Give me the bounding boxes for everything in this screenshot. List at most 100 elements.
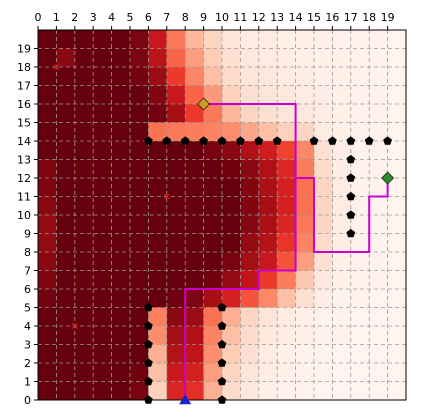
x-tick-label: 7 xyxy=(163,11,170,24)
heatmap-cell xyxy=(111,233,131,253)
heatmap-cells xyxy=(38,30,407,401)
heatmap-cell xyxy=(93,289,113,308)
heatmap-cell xyxy=(130,344,149,364)
x-tick-label: 0 xyxy=(35,11,42,24)
heatmap-cell xyxy=(130,48,149,68)
heatmap-cell xyxy=(240,85,260,105)
heatmap-cell xyxy=(387,233,407,253)
heatmap-cell xyxy=(148,67,168,86)
heatmap-cell xyxy=(166,104,186,123)
heatmap-cell xyxy=(240,30,260,49)
heatmap-cell xyxy=(295,289,315,308)
heatmap-cell xyxy=(203,122,223,142)
heatmap-cell xyxy=(130,67,149,86)
heatmap-cell xyxy=(111,381,131,401)
heatmap-cell xyxy=(148,196,168,216)
x-tick-label: 11 xyxy=(233,11,247,24)
heatmap-cell xyxy=(203,30,223,49)
heatmap-cell xyxy=(277,141,297,160)
heatmap-cell xyxy=(148,178,168,197)
heatmap-cell xyxy=(258,178,278,197)
heatmap-cell xyxy=(93,196,113,216)
heatmap-cell xyxy=(369,85,389,105)
heatmap-cell xyxy=(350,252,370,271)
heatmap-cell xyxy=(277,344,297,364)
heatmap-cell xyxy=(369,326,389,345)
heatmap-cell xyxy=(314,48,333,68)
heatmap-cell xyxy=(387,196,407,216)
heatmap-cell xyxy=(387,178,407,197)
y-tick-label: 3 xyxy=(24,339,31,352)
heatmap-cell xyxy=(258,141,278,160)
heatmap-cell xyxy=(111,122,131,142)
path-lines xyxy=(184,103,389,400)
heatmap-cell xyxy=(314,270,333,290)
heatmap-cell xyxy=(74,307,94,327)
heatmap-cell xyxy=(56,85,76,105)
heatmap-cell xyxy=(295,104,315,123)
heatmap-cell xyxy=(295,215,315,234)
heatmap-cell xyxy=(332,85,352,105)
heatmap-cell xyxy=(148,252,168,271)
heatmap-cell xyxy=(203,104,223,123)
heatmap-cell xyxy=(350,67,370,86)
heatmap-cell xyxy=(185,344,205,364)
heatmap-cell xyxy=(185,381,205,401)
obstacle-marker xyxy=(144,321,153,330)
heatmap-cell xyxy=(350,141,370,160)
heatmap-cell xyxy=(387,344,407,364)
heatmap-cell xyxy=(74,344,94,364)
heatmap-cell xyxy=(369,196,389,216)
heatmap-cell xyxy=(332,363,352,382)
y-tick-label: 0 xyxy=(24,394,31,407)
heatmap-cell xyxy=(111,215,131,234)
heatmap-cell xyxy=(38,67,57,86)
heatmap-cell xyxy=(222,178,241,197)
heatmap-cell xyxy=(93,85,113,105)
heatmap-cell xyxy=(74,30,94,49)
x-tick-label: 9 xyxy=(200,11,207,24)
heatmap-cell xyxy=(277,381,297,401)
obstacle-marker xyxy=(180,136,190,145)
path-line-main xyxy=(184,103,297,400)
heatmap-cell xyxy=(56,381,76,401)
heatmap-cell xyxy=(387,307,407,327)
heatmap-cell xyxy=(166,178,186,197)
heatmap-cell xyxy=(148,122,168,142)
heatmap-cell xyxy=(314,307,333,327)
heatmap-cell xyxy=(148,85,168,105)
heatmap-cell xyxy=(369,270,389,290)
heatmap-cell xyxy=(38,215,57,234)
heatmap-cell xyxy=(111,363,131,382)
heatmap-cell xyxy=(222,381,241,401)
heatmap-cell xyxy=(148,363,168,382)
heatmap-cell xyxy=(222,326,241,345)
heatmap-cell xyxy=(166,85,186,105)
heatmap-cell xyxy=(130,196,149,216)
heatmap-cell xyxy=(222,67,241,86)
heatmap-cell xyxy=(387,363,407,382)
obstacle-marker xyxy=(162,136,172,145)
heatmap-cell xyxy=(56,67,76,86)
heatmap-cell xyxy=(185,104,205,123)
heatmap-cell xyxy=(277,48,297,68)
heatmap-cell xyxy=(93,326,113,345)
heatmap-cell xyxy=(166,48,186,68)
heatmap-cell xyxy=(111,30,131,49)
heatmap-cell xyxy=(314,381,333,401)
heatmap-cell xyxy=(148,30,168,49)
heatmap-cell xyxy=(74,122,94,142)
heatmap-cell xyxy=(185,363,205,382)
heatmap-cell xyxy=(130,326,149,345)
heatmap-cell xyxy=(295,48,315,68)
heatmap-cell xyxy=(166,67,186,86)
y-tick-label: 1 xyxy=(24,376,31,389)
heatmap-cell xyxy=(387,122,407,142)
heatmap-cell xyxy=(56,289,76,308)
heatmap-cell xyxy=(93,122,113,142)
heatmap-cell xyxy=(240,344,260,364)
heatmap-cell xyxy=(240,326,260,345)
heatmap-cell xyxy=(332,30,352,49)
heatmap-cell xyxy=(350,159,370,179)
heatmap-cell xyxy=(258,159,278,179)
